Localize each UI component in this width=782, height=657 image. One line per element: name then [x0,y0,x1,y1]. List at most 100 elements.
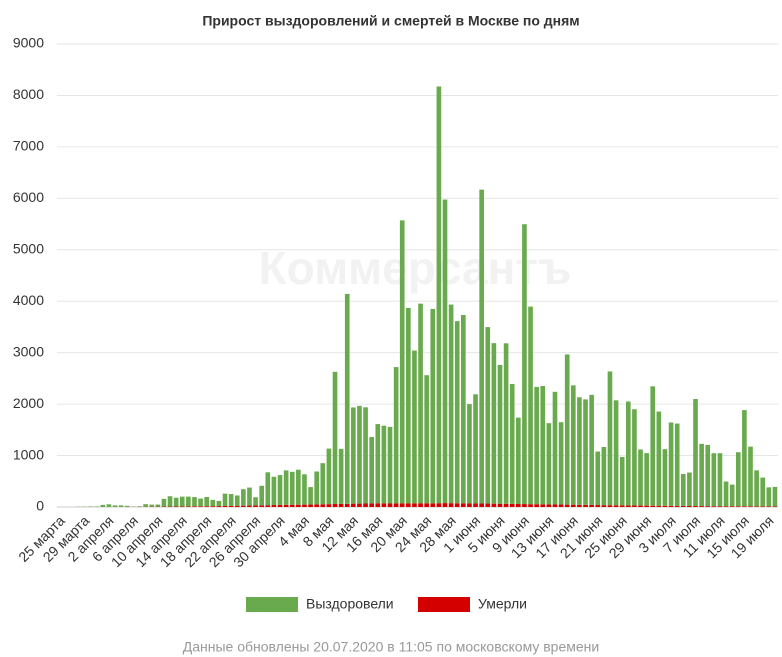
bar-segment [173,506,179,507]
bar-segment [210,500,216,507]
bar-segment [705,444,711,507]
bar-segment [583,504,588,507]
bar-segment [772,506,778,507]
bar-segment [247,505,252,507]
bar-segment [418,503,423,507]
bar-segment [357,405,362,504]
bar-segment [748,506,753,507]
bar-segment [320,463,326,505]
bar-segment [442,503,448,507]
bar-segment [540,504,546,507]
bar-segment [607,505,613,507]
y-tick-label: 8000 [13,86,44,102]
bar-segment [192,506,197,507]
bar-segment [668,505,674,507]
legend-label: Выздоровели [306,596,394,612]
bar-segment [534,504,539,507]
bar-segment [735,506,741,507]
bar-segment [766,506,772,507]
bar-segment [289,504,295,507]
bar-segment [479,503,484,507]
bar-segment [528,306,533,505]
bar-segment [271,476,277,506]
bar-segment [717,453,723,507]
bar-segment [650,505,656,507]
bar-segment [118,505,124,507]
bar-segment [540,386,546,505]
bar-segment [564,354,570,505]
bar-segment [662,505,668,507]
bar-segment [564,504,570,507]
bar-segment [644,453,649,506]
y-tick-label: 7000 [13,138,44,154]
bar-segment [485,327,491,504]
bar-segment [491,343,497,504]
bar-segment [693,399,698,507]
bar-segment [289,471,295,505]
bar-segment [595,451,601,506]
bar-segment [742,506,747,507]
bar-segment [94,506,100,507]
bar-segment [772,486,778,507]
bar-segment [406,307,411,504]
bar-segment [259,505,265,507]
bar-segment [699,506,704,507]
bar-segment [344,503,350,507]
bar-segment [234,495,240,506]
bar-segment [247,487,252,506]
bar-segment [546,423,552,505]
bar-segment [577,504,582,507]
bar-segment [308,487,313,505]
bar-segment [467,503,472,507]
legend-label: Умерли [478,596,527,612]
bar-segment [265,505,271,507]
bar-segment [619,505,625,507]
bar-segment [625,401,631,506]
bar-segment [522,504,527,507]
bar-segment [308,504,313,507]
bar-segment [497,503,503,507]
bar-segment [705,506,711,507]
bar-segment [112,505,118,507]
bar-segment [387,426,393,504]
bar-segment [228,494,234,506]
y-tick-label: 1000 [13,446,44,462]
legend-swatch [246,597,298,612]
bar-segment [296,504,301,507]
bar-segment [680,505,686,507]
bar-segment [687,472,692,506]
bar-segment [607,371,613,506]
bar-segment [436,86,442,504]
bar-segment [760,506,766,507]
bar-segment [619,456,625,506]
y-tick-label: 2000 [13,395,44,411]
bar-segment [662,449,668,506]
bar-segment [552,504,558,507]
bar-segment [454,503,460,507]
bar-segment [222,505,228,507]
bar-segment [204,506,210,507]
y-tick-label: 9000 [13,35,44,51]
bar-segment [674,423,680,506]
bar-segment [515,504,521,507]
bar-segment [192,497,197,507]
footnote: Данные обновлены 20.07.2020 в 11:05 по м… [183,639,599,655]
bar-segment [693,506,698,507]
bar-segment [369,437,374,504]
y-tick-label: 6000 [13,189,44,205]
bar-segment [149,504,155,507]
bar-segment [748,446,753,507]
bar-segment [320,504,326,507]
bar-segment [485,503,491,507]
bar-segment [729,506,735,507]
bar-segment [436,503,442,507]
bar-segment [723,481,729,507]
bar-segment [173,497,179,507]
bar-segment [283,470,289,505]
bar-segment [680,474,686,506]
bar-segment [473,503,478,507]
bar-segment [369,503,374,507]
bar-segment [632,505,637,507]
y-tick-label: 5000 [13,240,44,256]
bar-segment [503,503,509,507]
